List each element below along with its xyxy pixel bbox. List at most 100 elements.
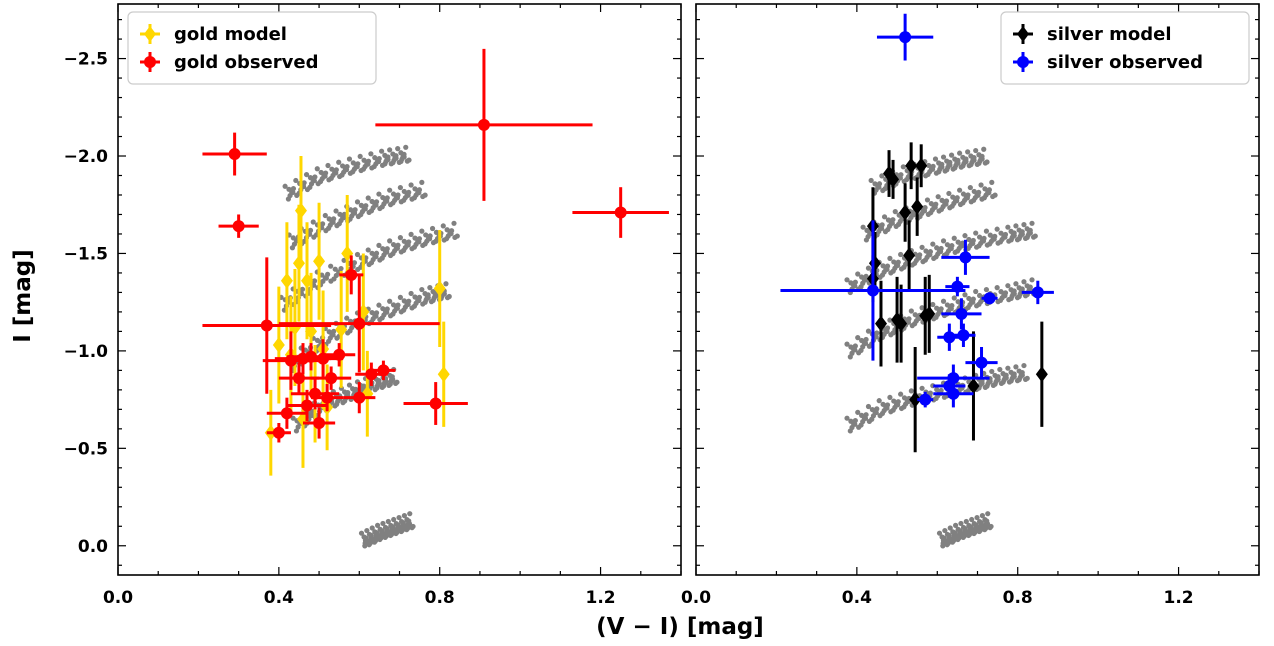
legend-marker [1017,56,1029,68]
x-tick-label: 0.8 [425,588,455,608]
data-point [305,350,318,363]
band-dot [1011,230,1017,236]
data-point [903,247,916,264]
data-point [614,206,627,219]
data-point [260,319,273,332]
band-dot [408,290,414,297]
band-dot [387,298,393,304]
band-dot [957,528,963,534]
data-point [1035,366,1048,383]
band-dot [944,242,951,248]
band-dot [295,424,301,430]
band-dot [346,156,353,162]
data-point [228,148,241,161]
band-dot [852,417,858,424]
band-dot [1021,222,1027,228]
band-dot [385,518,391,525]
band-dot [1027,284,1033,290]
band-dot [895,259,901,265]
data-point [951,280,964,293]
band-dot [390,191,397,197]
band-dot [422,192,428,198]
y-tick-label: −0.5 [64,439,108,459]
data-point [947,387,960,400]
band-dot [444,227,450,233]
band-dot [425,292,431,298]
band-dot [986,187,993,193]
band-dot [380,520,386,527]
band-dot [293,177,299,184]
band-dot [951,295,957,301]
legend-marker [144,26,156,42]
band-dot [384,195,390,201]
band-dot [406,518,412,524]
band-dot [989,179,995,185]
band-dot [981,146,987,152]
band-dot [874,330,880,336]
band-dot [865,328,872,334]
band-dot [933,201,939,207]
band-dot [1027,227,1033,233]
band-dot [318,169,324,176]
band-dot [1021,362,1027,369]
band-dot [354,251,361,258]
band-dot [906,316,912,322]
band-dot [973,147,979,154]
band-dot [860,224,866,230]
band-dot [892,209,898,215]
band-dot [922,205,928,211]
band-dot [352,207,358,213]
band-dot [361,383,367,389]
legend-frame [1000,11,1250,85]
data-point [280,407,293,420]
data-point [301,399,314,412]
band-dot [940,154,947,160]
band-dot [400,520,406,526]
band-dot [979,153,985,159]
band-dot [868,177,874,184]
band-dot [406,239,412,245]
band-dot [407,511,413,517]
legend-label: gold model [174,24,287,45]
band-dot [844,277,850,283]
band-dot [390,241,397,248]
band-dot [992,233,998,239]
band-dot [419,228,425,234]
band-dot [919,244,925,250]
band-dot [887,394,893,401]
band-dot [874,406,880,412]
band-dot [952,522,959,528]
band-dot [341,257,347,263]
band-dot [963,518,969,525]
band-dot [312,174,318,180]
band-dot [984,518,990,524]
band-dot [898,251,904,258]
band-dot [950,194,956,200]
band-dot [412,235,418,241]
band-dot [895,399,901,405]
band-dot [879,222,885,228]
legend: gold model gold observed [127,11,377,85]
legend-label: gold observed [174,52,318,73]
legend-label: silver observed [1047,52,1203,73]
band-dot [433,229,440,235]
band-dot [412,186,418,192]
band-dot [376,156,382,162]
data-point [333,348,346,361]
band-dot [1032,233,1038,239]
band-dot [934,305,940,311]
band-dot [962,526,968,532]
band-dot [951,235,957,241]
band-dot [852,343,858,349]
data-point [957,329,970,342]
band-dot [1005,224,1011,230]
band-dot [1005,365,1011,371]
band-dot [368,151,374,157]
band-dot [973,522,979,528]
band-dot [332,266,338,272]
data-point [437,366,450,383]
band-dot [984,159,990,165]
band-dot [363,203,369,209]
band-dot [397,184,403,191]
